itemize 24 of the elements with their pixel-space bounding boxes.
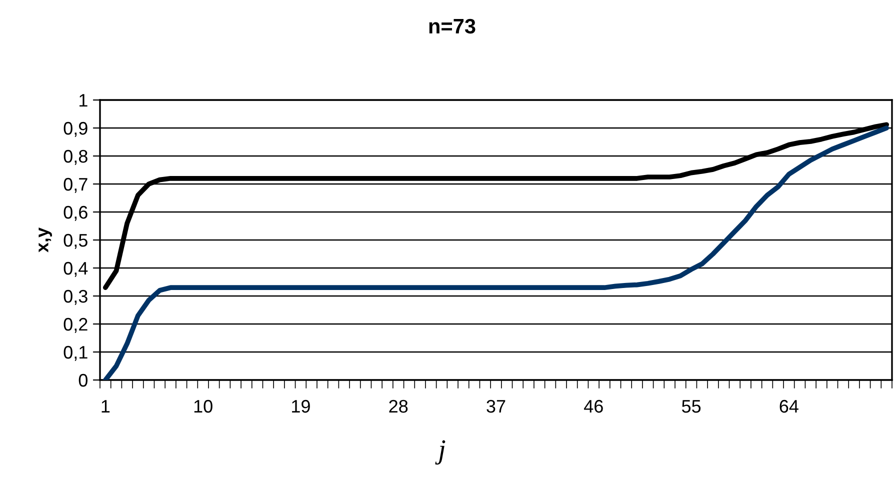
y-tick-label: 0,2 bbox=[64, 318, 88, 333]
y-tick-label: 0,8 bbox=[64, 150, 88, 165]
line-series bbox=[102, 122, 890, 290]
y-tick-label: 0 bbox=[78, 374, 88, 387]
y-axis-title: x,y bbox=[38, 228, 52, 252]
x-tick-label: 19 bbox=[292, 400, 310, 413]
x-axis-title: j bbox=[435, 440, 446, 465]
chart-title: n=73 bbox=[429, 18, 476, 34]
y-tick-label: 0,3 bbox=[64, 290, 88, 305]
y-tick-label: 0,6 bbox=[64, 206, 88, 221]
line-series bbox=[102, 126, 890, 380]
x-tick-label: 37 bbox=[486, 400, 506, 413]
y-tick-label: 1 bbox=[80, 94, 88, 107]
x-tick-label: 1 bbox=[102, 400, 110, 413]
y-tick-label: 0,7 bbox=[64, 178, 88, 193]
y-tick-label: 0,5 bbox=[64, 234, 88, 249]
y-tick-label: 0,4 bbox=[64, 262, 88, 277]
x-tick-label: 28 bbox=[389, 400, 408, 413]
x-tick-label: 10 bbox=[194, 400, 212, 413]
x-tick-label: 46 bbox=[584, 400, 603, 413]
y-tick-label: 0,1 bbox=[64, 346, 88, 361]
y-tick-label: 0,9 bbox=[64, 122, 88, 137]
x-tick-label: 55 bbox=[682, 400, 701, 413]
x-tick-label: 64 bbox=[780, 400, 798, 413]
